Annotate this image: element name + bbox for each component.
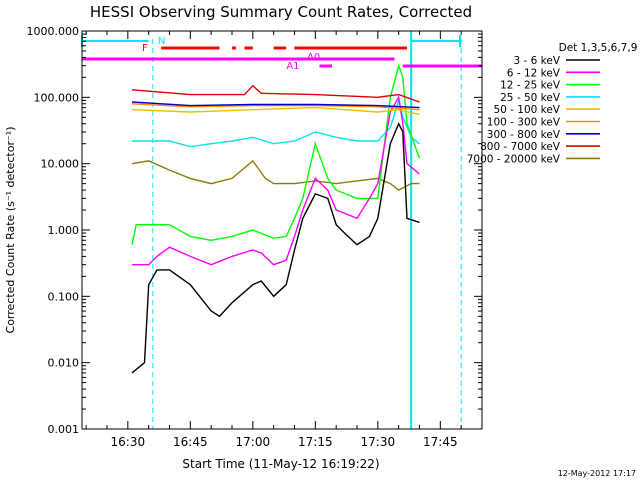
series-line [131, 101, 420, 109]
series-line [131, 63, 421, 245]
legend-item-label: 7000 - 20000 keV [467, 153, 561, 165]
flag-label-flare: F [142, 43, 148, 54]
y-axis-label: Corrected Count Rate (s⁻¹ detector⁻¹) [4, 127, 17, 334]
legend-item-label: 100 - 300 keV [487, 117, 561, 129]
y-tick-label: 1000.000 [27, 25, 80, 38]
chart-title: HESSI Observing Summary Count Rates, Cor… [90, 3, 472, 21]
series-line [131, 159, 420, 191]
legend-item-label: 12 - 25 keV [500, 80, 561, 92]
legend-item-label: 25 - 50 keV [500, 92, 561, 104]
legend-item-label: 800 - 7000 keV [480, 141, 561, 153]
y-axis: 0.001 0.010 0.100 1.000 10.000 100.000 1000.00… [27, 25, 482, 436]
plot-timestamp: 12-May-2012 17:17 [558, 469, 636, 478]
legend-item-label: 3 - 6 keV [513, 55, 560, 67]
x-tick-label: 17:15 [298, 435, 333, 449]
legend-item-label: 50 - 100 keV [493, 104, 560, 116]
series-line [131, 106, 420, 116]
x-axis: 16:30 16:45 17:00 17:15 17:30 17:45 [85, 31, 483, 449]
x-tick-label: 16:30 [111, 435, 146, 449]
flag-label-a0: A0 [307, 52, 320, 63]
series-layer [131, 63, 421, 374]
y-tick-label: 0.100 [48, 290, 80, 303]
x-tick-label: 17:00 [236, 435, 271, 449]
series-line [131, 122, 420, 374]
y-tick-label: 0.001 [48, 423, 80, 436]
x-tick-label: 16:45 [173, 435, 208, 449]
x-axis-label: Start Time (11-May-12 16:19:22) [182, 457, 379, 471]
x-tick-label: 17:45 [423, 435, 458, 449]
flag-label-a1: A1 [286, 61, 299, 72]
y-tick-label: 100.000 [34, 91, 80, 104]
flag-label-night: N [158, 36, 165, 47]
series-line [131, 84, 420, 103]
series-line [131, 103, 420, 111]
legend-item-label: 300 - 800 keV [487, 129, 561, 141]
legend-item-label: 6 - 12 keV [507, 67, 561, 79]
flags-layer: NF A0 A1 [81, 35, 482, 72]
y-tick-label: 1.000 [48, 224, 80, 237]
series-line [132, 95, 420, 266]
y-tick-label: 0.010 [48, 357, 80, 370]
x-tick-label: 17:30 [361, 435, 396, 449]
legend-title: Det 1,3,5,6,7,9 [559, 42, 638, 54]
y-tick-label: 10.000 [41, 158, 80, 171]
plot-area [152, 31, 462, 429]
